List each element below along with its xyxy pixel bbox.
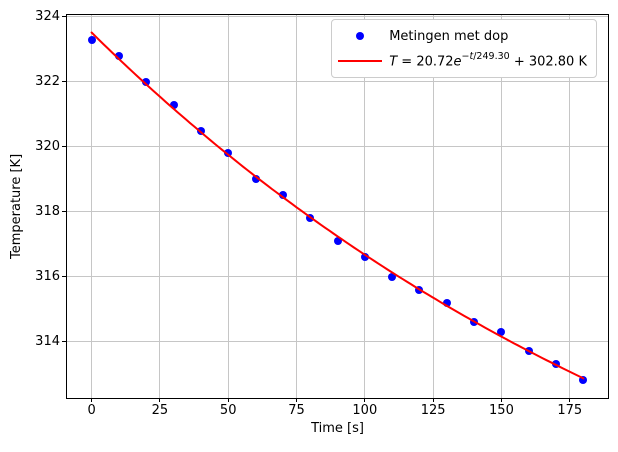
y-gridline: [67, 81, 608, 83]
plot-area: [66, 14, 609, 399]
x-gridline: [569, 15, 571, 398]
y-tick-label: 322: [35, 73, 60, 89]
legend-label-fit-equation: T = 20.72e−t/249.30 + 302.80 K: [389, 50, 587, 70]
data-point: [87, 35, 96, 44]
legend-label-measurements: Metingen met dop: [389, 28, 509, 44]
y-tick-label: 318: [35, 203, 60, 219]
y-tick-mark: [62, 276, 66, 278]
data-point: [360, 253, 369, 262]
legend-box: Metingen met dop T = 20.72e−t/249.30 + 3…: [331, 19, 597, 78]
data-point: [142, 77, 151, 86]
x-tick-mark: [159, 398, 161, 402]
x-gridline: [500, 15, 502, 398]
data-point: [579, 376, 588, 385]
y-tick-label: 314: [35, 333, 60, 349]
data-point: [388, 272, 397, 281]
x-tick-label: 0: [87, 403, 96, 418]
x-tick-label: 150: [489, 403, 514, 418]
y-tick-mark: [62, 211, 66, 213]
y-gridline: [67, 341, 608, 343]
y-gridline: [67, 146, 608, 148]
legend-handle: [338, 60, 383, 62]
x-tick-mark: [432, 398, 434, 402]
y-tick-label: 316: [35, 268, 60, 284]
x-tick-mark: [569, 398, 571, 402]
data-point: [333, 236, 342, 245]
y-gridline: [67, 276, 608, 278]
y-tick-mark: [62, 146, 66, 148]
y-tick-label: 320: [35, 138, 60, 154]
y-tick-mark: [62, 341, 66, 343]
data-point: [442, 298, 451, 307]
x-gridline: [227, 15, 229, 398]
x-tick-mark: [296, 398, 297, 402]
x-tick-label: 75: [288, 403, 305, 418]
legend-handle: [338, 32, 382, 40]
y-gridline: [67, 211, 608, 213]
data-point: [169, 100, 178, 109]
data-point: [196, 126, 205, 135]
data-point: [497, 327, 506, 336]
y-tick-mark: [62, 81, 66, 83]
data-point: [278, 191, 287, 200]
data-point: [251, 175, 260, 184]
legend-entry-measurements: Metingen met dop: [338, 24, 587, 48]
x-tick-label: 25: [151, 403, 169, 418]
x-tick-mark: [91, 398, 93, 402]
x-tick-label: 50: [219, 403, 237, 418]
x-tick-mark: [227, 398, 229, 402]
x-tick-label: 125: [420, 403, 446, 418]
x-gridline: [91, 15, 93, 398]
data-point: [114, 51, 123, 60]
x-gridline: [159, 15, 161, 398]
x-tick-label: 175: [557, 403, 583, 418]
fit-curve: [90, 31, 585, 380]
scatter-marker-icon: [356, 32, 365, 40]
data-point: [224, 149, 233, 158]
x-tick-label: 100: [352, 403, 378, 418]
y-tick-label: 324: [35, 8, 60, 24]
y-gridline: [67, 16, 608, 18]
legend-entry-fit: T = 20.72e−t/249.30 + 302.80 K: [338, 49, 587, 73]
x-gridline: [432, 15, 434, 398]
x-tick-mark: [364, 398, 366, 402]
x-gridline: [364, 15, 366, 398]
line-sample-icon: [338, 60, 383, 62]
x-axis-label: Time [s]: [311, 421, 364, 436]
x-tick-mark: [500, 398, 502, 402]
y-tick-mark: [62, 16, 66, 18]
